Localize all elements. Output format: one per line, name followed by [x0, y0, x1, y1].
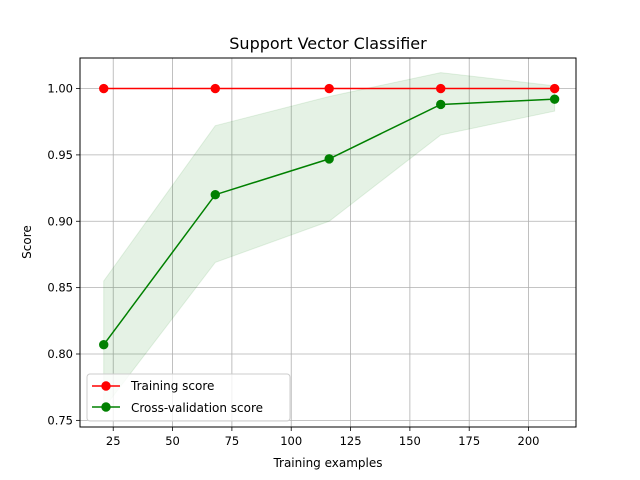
- cross-validation-score-point: [549, 94, 560, 104]
- x-tick-label: 25: [106, 434, 121, 448]
- x-tick-label: 200: [518, 434, 540, 448]
- training-score-point: [99, 83, 109, 94]
- legend-cross-validation-marker: [101, 402, 111, 412]
- chart-title: Support Vector Classifier: [229, 34, 427, 53]
- x-tick-label: 125: [340, 434, 362, 448]
- y-tick-label: 0.75: [47, 413, 73, 427]
- cross-validation-score-point: [210, 190, 220, 200]
- legend-training-marker: [101, 381, 111, 391]
- x-axis-label: Training examples: [272, 456, 382, 470]
- cross-validation-score-point: [436, 99, 446, 110]
- cross-validation-score-point: [99, 340, 109, 350]
- cross-validation-score-point: [324, 154, 334, 164]
- legend-cross-validation-label: Cross-validation score: [131, 401, 263, 415]
- y-tick-label: 0.95: [47, 148, 73, 162]
- x-tick-label: 100: [280, 434, 302, 448]
- legend: Training score Cross-validation score: [86, 373, 291, 422]
- y-tick-label: 0.90: [47, 214, 73, 228]
- x-tick-label: 175: [458, 434, 480, 448]
- x-tick-label: 50: [165, 434, 180, 448]
- x-tick-label: 75: [225, 434, 240, 448]
- y-tick-label: 1.00: [47, 82, 73, 96]
- confidence-bands: [103, 72, 556, 410]
- legend-box: [86, 373, 291, 422]
- training-score-point: [436, 83, 446, 94]
- legend-training-label: Training score: [130, 379, 214, 393]
- y-axis-label: Score: [20, 225, 34, 259]
- y-tick-label: 0.80: [47, 347, 73, 361]
- y-axis-ticks: 0.75 0.80 0.85 0.90 0.95 1.00: [47, 82, 80, 427]
- plot-area-frame: [79, 57, 577, 428]
- x-axis-ticks: 25 50 75 100 125 150 175 200: [106, 427, 540, 448]
- training-score-point: [324, 83, 334, 94]
- series-points: [99, 83, 560, 350]
- y-tick-label: 0.85: [47, 281, 73, 295]
- training-score-point: [549, 83, 560, 94]
- cross-validation-confidence-band: [103, 72, 556, 410]
- training-score-point: [210, 83, 220, 94]
- x-tick-label: 150: [399, 434, 421, 448]
